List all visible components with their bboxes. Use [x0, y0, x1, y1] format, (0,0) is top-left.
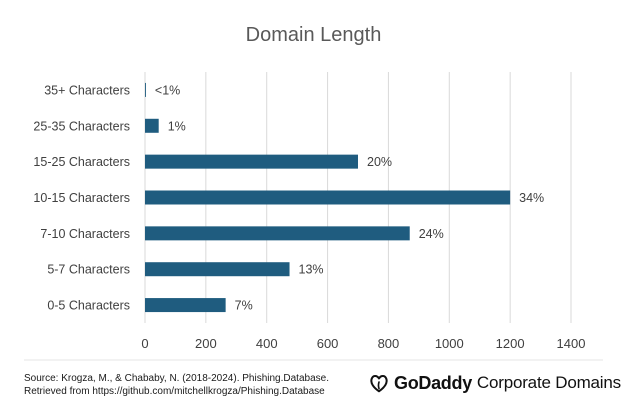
y-category-label: 15-25 Characters	[33, 155, 130, 169]
brand-name: GoDaddy	[394, 372, 472, 393]
y-category-label: 10-15 Characters	[33, 191, 130, 205]
data-label: 34%	[519, 191, 544, 205]
y-category-label: 0-5 Characters	[47, 299, 130, 313]
x-tick-label: 1400	[557, 336, 586, 351]
data-label: 13%	[299, 263, 324, 277]
y-category-label: 25-35 Characters	[33, 119, 130, 133]
source-line-2: Retrieved from https://github.com/mitche…	[24, 386, 325, 397]
brand-logo: GoDaddy Corporate Domains	[368, 371, 621, 395]
x-tick-label: 1000	[435, 336, 464, 351]
bar	[145, 262, 290, 277]
data-label: 20%	[367, 155, 392, 169]
bar	[145, 226, 410, 241]
y-category-label: 7-10 Characters	[40, 227, 130, 241]
x-tick-label: 600	[317, 336, 339, 351]
source-line-1: Source: Krogza, M., & Chababy, N. (2018-…	[24, 373, 329, 384]
data-label: 24%	[419, 227, 444, 241]
bar	[145, 154, 358, 169]
x-tick-label: 0	[141, 336, 148, 351]
source-citation: Source: Krogza, M., & Chababy, N. (2018-…	[24, 372, 329, 398]
bar	[145, 82, 146, 97]
y-category-label: 5-7 Characters	[47, 263, 130, 277]
brand-subtitle: Corporate Domains	[476, 373, 621, 392]
y-category-label: 35+ Characters	[44, 83, 130, 97]
bar	[145, 298, 226, 313]
chart-title: Domain Length	[245, 24, 382, 46]
data-label: 1%	[168, 119, 186, 133]
data-label: 7%	[235, 299, 253, 313]
bar	[145, 118, 159, 133]
bar	[145, 190, 511, 205]
x-tick-label: 1200	[496, 336, 525, 351]
godaddy-icon	[370, 374, 388, 393]
x-tick-label: 400	[256, 336, 278, 351]
x-tick-label: 200	[195, 336, 217, 351]
data-label: <1%	[155, 83, 180, 97]
x-tick-label: 800	[378, 336, 400, 351]
